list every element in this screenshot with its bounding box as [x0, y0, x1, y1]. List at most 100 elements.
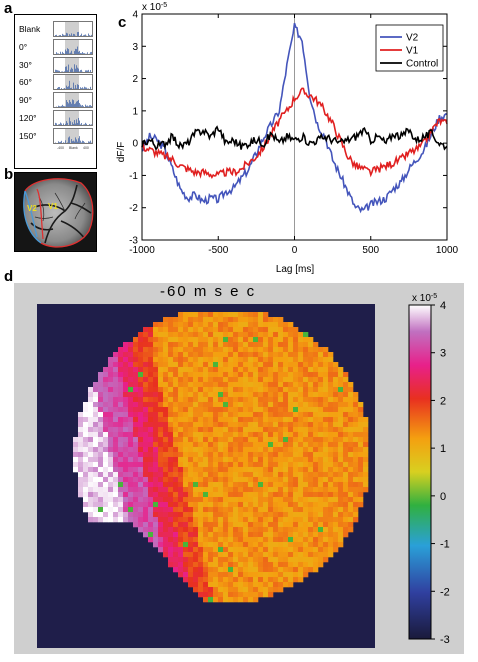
heatmap-cell — [333, 397, 339, 403]
heatmap-cell — [328, 382, 334, 388]
heatmap-cell — [188, 437, 194, 443]
heatmap-cell — [348, 477, 354, 483]
heatmap-cell — [158, 382, 164, 388]
heatmap-cell — [318, 502, 324, 508]
heatmap-cell — [143, 457, 149, 463]
heatmap-cell — [168, 557, 174, 563]
condition-label: 150° — [19, 130, 37, 141]
heatmap-cell — [263, 372, 269, 378]
heatmap-cell — [258, 492, 264, 498]
heatmap-cell — [313, 557, 319, 563]
heatmap-cell — [343, 412, 349, 418]
heatmap-cell — [208, 517, 214, 523]
heatmap-cell — [293, 482, 299, 488]
heatmap-cell — [298, 567, 304, 573]
heatmap-cell — [268, 547, 274, 553]
heatmap-cell — [338, 522, 344, 528]
heatmap-cell — [318, 527, 324, 533]
heatmap-cell — [288, 477, 294, 483]
heatmap-cell — [208, 582, 214, 588]
heatmap-cell — [283, 422, 289, 428]
heatmap-cell — [208, 567, 214, 573]
heatmap-cell — [173, 417, 179, 423]
heatmap-cell — [278, 552, 284, 558]
heatmap-cell — [213, 427, 219, 433]
heatmap-cell — [173, 367, 179, 373]
heatmap-cell — [243, 322, 249, 328]
heatmap-cell — [273, 492, 279, 498]
heatmap-cell — [118, 477, 124, 483]
heatmap-cell — [243, 337, 249, 343]
heatmap-cell — [293, 472, 299, 478]
heatmap-cell — [348, 442, 354, 448]
heatmap-cell — [218, 507, 224, 513]
heatmap-cell — [308, 487, 314, 493]
heatmap-cell — [203, 567, 209, 573]
heatmap-cell — [188, 412, 194, 418]
heatmap-cell — [188, 487, 194, 493]
heatmap-cell — [163, 532, 169, 538]
heatmap-cell — [103, 372, 109, 378]
heatmap-cell — [288, 397, 294, 403]
heatmap-cell — [338, 497, 344, 503]
heatmap-cell — [198, 467, 204, 473]
heatmap-cell — [208, 412, 214, 418]
heatmap-cell — [258, 537, 264, 543]
heatmap-cell — [313, 457, 319, 463]
heatmap-cell — [303, 432, 309, 438]
heatmap-cell — [323, 422, 329, 428]
heatmap-cell — [238, 502, 244, 508]
heatmap-cell — [113, 512, 119, 518]
heatmap-cell — [178, 467, 184, 473]
heatmap-cell — [228, 312, 234, 318]
heatmap-cell — [223, 487, 229, 493]
heatmap-cell — [293, 572, 299, 578]
heatmap-cell — [93, 422, 99, 428]
heatmap-cell — [133, 387, 139, 393]
heatmap-cell — [308, 387, 314, 393]
heatmap-cell — [138, 472, 144, 478]
heatmap-cell — [273, 457, 279, 463]
heatmap-cell — [248, 502, 254, 508]
heatmap-cell — [263, 347, 269, 353]
heatmap-cell — [333, 547, 339, 553]
heatmap-cell — [183, 437, 189, 443]
heatmap-cell — [183, 542, 189, 548]
heatmap-cell — [323, 547, 329, 553]
heatmap-cell — [228, 352, 234, 358]
heatmap-cell — [253, 362, 259, 368]
heatmap-cell — [223, 342, 229, 348]
heatmap-cell — [148, 537, 154, 543]
heatmap-cell — [168, 337, 174, 343]
heatmap-cell — [228, 487, 234, 493]
heatmap-cell — [248, 577, 254, 583]
heatmap-cell — [288, 417, 294, 423]
heatmap-cell — [88, 517, 94, 523]
heatmap-cell — [208, 562, 214, 568]
heatmap-cell — [313, 542, 319, 548]
heatmap-cell — [158, 357, 164, 363]
heatmap-cell — [228, 327, 234, 333]
heatmap-cell — [148, 377, 154, 383]
heatmap-cell — [133, 382, 139, 388]
heatmap-cell — [353, 452, 359, 458]
heatmap-cell — [113, 382, 119, 388]
heatmap-cell — [233, 317, 239, 323]
heatmap-cell — [248, 587, 254, 593]
heatmap-cell — [333, 387, 339, 393]
heatmap-cell — [183, 497, 189, 503]
heatmap-cell — [328, 532, 334, 538]
heatmap-cell — [178, 562, 184, 568]
heatmap-cell — [268, 417, 274, 423]
heatmap-cell — [248, 497, 254, 503]
heatmap-cell — [253, 382, 259, 388]
heatmap-cell — [278, 322, 284, 328]
heatmap-cell — [128, 467, 134, 473]
heatmap-cell — [138, 367, 144, 373]
heatmap-cell — [243, 532, 249, 538]
heatmap-cell — [228, 437, 234, 443]
heatmap-cell — [253, 352, 259, 358]
heatmap-cell — [78, 472, 84, 478]
heatmap-cell — [313, 447, 319, 453]
heatmap-cell — [233, 357, 239, 363]
